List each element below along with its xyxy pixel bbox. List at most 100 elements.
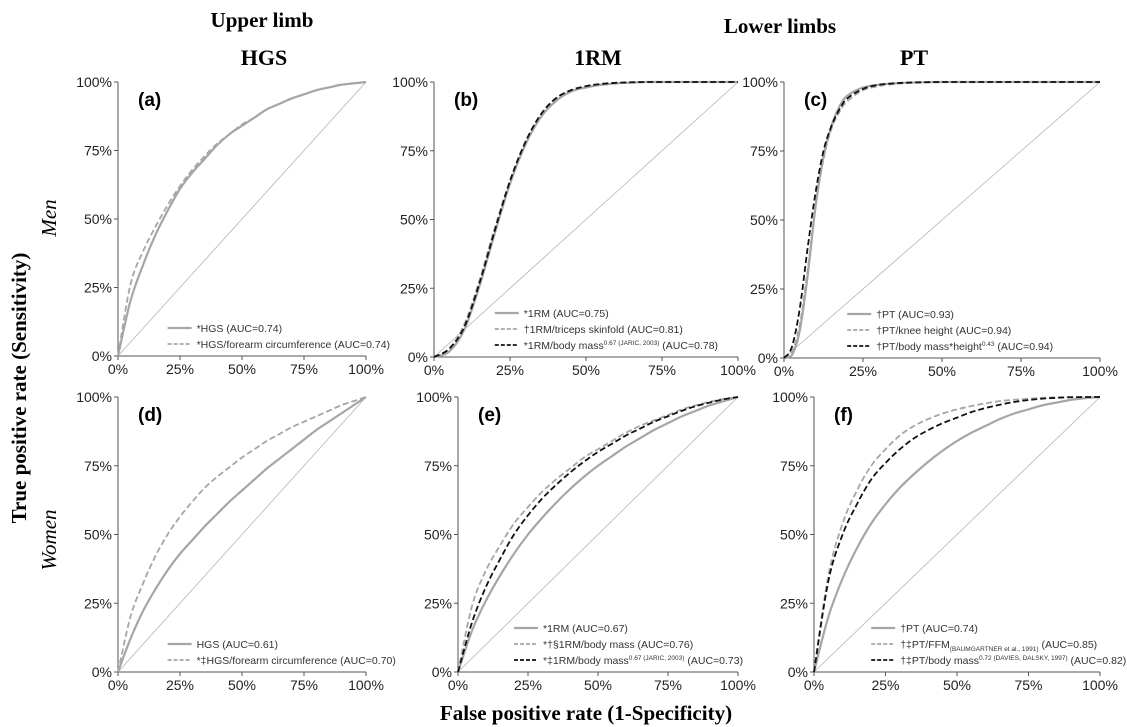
panel-label: (f)	[834, 405, 853, 426]
panel-label: (c)	[804, 90, 827, 111]
header-pt: PT	[900, 45, 928, 70]
y-tick-label: 0%	[408, 349, 428, 365]
y-tick-label: 0%	[788, 664, 808, 680]
x-tick-label: 100%	[1082, 677, 1118, 693]
legend-entry: *1RM (AUC=0.75)	[524, 308, 609, 320]
x-tick-label: 25%	[871, 677, 899, 693]
panel-label: (a)	[138, 90, 161, 111]
legend-entry: †PT (AUC=0.93)	[876, 309, 954, 321]
y-tick-label: 75%	[400, 143, 428, 159]
x-tick-label: 25%	[849, 363, 877, 379]
x-tick-label: 75%	[648, 362, 676, 378]
x-tick-label: 50%	[572, 362, 600, 378]
y-tick-label: 50%	[780, 527, 808, 543]
panel-d: 0% 25% 50% 75% 100% 0% 25% 50% 75% 100% (d) HGS (AU…	[76, 389, 396, 693]
roc-curve-dashed-black	[457, 396, 739, 673]
panel-a: 0% 25% 50% 75% 100% 0% 25% 50% 75% 100% (a) *HGS (A…	[76, 74, 390, 377]
x-tick-label: 75%	[654, 677, 682, 693]
y-tick-label: 25%	[84, 595, 112, 611]
y-tick-label: 50%	[84, 527, 112, 543]
x-tick-label: 100%	[348, 677, 384, 693]
x-tick-label: 0%	[108, 361, 128, 377]
x-tick-label: 100%	[720, 677, 756, 693]
panel-f: 0% 25% 50% 75% 100% 0% 25% 50% 75% 100% (f) †PT (AU…	[772, 389, 1126, 693]
y-tick-label: 100%	[416, 389, 452, 405]
roc-curve-dashed-gray	[117, 396, 367, 673]
y-tick-label: 100%	[76, 389, 112, 405]
x-tick-label: 25%	[514, 677, 542, 693]
x-tick-label: 75%	[1007, 363, 1035, 379]
legend-entry: *‡HGS/forearm circumference (AUC=0.70)	[197, 655, 396, 667]
y-axis-label: True positive rate (Sensitivity)	[7, 253, 31, 524]
header-upper-limb: Upper limb	[211, 8, 314, 32]
y-tick-label: 0%	[432, 664, 452, 680]
x-tick-label: 100%	[1082, 363, 1118, 379]
legend-entry: *‡1RM/body mass0.67 (JARIC, 2003) (AUC=0…	[543, 655, 743, 667]
panel-label: (d)	[138, 405, 162, 426]
y-tick-label: 75%	[84, 143, 112, 159]
y-tick-label: 75%	[750, 143, 778, 159]
header-lower-limbs: Lower limbs	[724, 14, 836, 38]
y-tick-label: 25%	[424, 595, 452, 611]
roc-curve-solid-gray	[116, 396, 367, 673]
x-tick-label: 75%	[290, 677, 318, 693]
legend-entry: †‡PT/FFM(BAUMGARTNER et al., 1991) (AUC=…	[900, 639, 1097, 653]
legend-entry: HGS (AUC=0.61)	[197, 639, 278, 651]
roc-curve-solid-gray	[783, 80, 1100, 360]
panel-label: (e)	[478, 405, 501, 426]
x-tick-label: 50%	[943, 677, 971, 693]
header-1rm: 1RM	[574, 45, 622, 70]
legend-entry: †1RM/triceps skinfold (AUC=0.81)	[524, 324, 683, 336]
roc-curve-dashed-gray	[457, 396, 739, 673]
reference-diagonal	[457, 396, 739, 673]
y-tick-label: 50%	[424, 527, 452, 543]
panel-b: 0% 25% 50% 75% 100% 0% 25% 50% 75% 100% (b) *1RM (A…	[392, 74, 756, 378]
y-tick-label: 100%	[772, 389, 808, 405]
x-tick-label: 75%	[1014, 677, 1042, 693]
roc-curve-dashed-black	[433, 81, 738, 358]
x-axis-label: False positive rate (1-Specificity)	[440, 701, 732, 725]
x-tick-label: 75%	[290, 361, 318, 377]
roc-curve-dashed-gray	[783, 81, 1100, 359]
roc-curve-dashed-gray	[117, 81, 367, 357]
legend-entry: †‡PT/body mass0.72 (DAVIES, DALSKY, 1997…	[900, 655, 1126, 667]
roc-curve-solid-gray	[456, 395, 739, 673]
x-tick-label: 50%	[228, 677, 256, 693]
roc-curve-dashed-black	[783, 81, 1100, 359]
panel-c: 0% 25% 50% 75% 100% 0% 25% 50% 75% 100% (c) †PT (AU…	[742, 74, 1118, 379]
header-hgs: HGS	[241, 45, 287, 70]
x-tick-label: 50%	[584, 677, 612, 693]
y-tick-label: 50%	[400, 212, 428, 228]
legend-entry: *1RM/body mass0.67 (JARIC, 2003) (AUC=0.…	[524, 340, 718, 352]
legend-entry: *HGS/forearm circumference (AUC=0.74)	[197, 339, 390, 351]
x-tick-label: 0%	[108, 677, 128, 693]
x-tick-label: 100%	[720, 362, 756, 378]
reference-diagonal	[433, 81, 739, 358]
panel-label: (b)	[454, 90, 478, 111]
y-tick-label: 0%	[92, 664, 112, 680]
reference-diagonal	[117, 81, 367, 357]
reference-diagonal	[783, 81, 1101, 359]
y-tick-label: 25%	[84, 280, 112, 296]
y-tick-label: 100%	[742, 74, 778, 90]
x-tick-label: 0%	[448, 677, 468, 693]
row-label-men: Men	[37, 199, 61, 237]
legend-entry: *1RM (AUC=0.67)	[543, 623, 628, 635]
panel-e: 0% 25% 50% 75% 100% 0% 25% 50% 75% 100% (e) *1RM (A…	[416, 389, 756, 693]
row-label-women: Women	[37, 509, 61, 570]
y-tick-label: 100%	[76, 74, 112, 90]
y-tick-label: 0%	[758, 350, 778, 366]
y-tick-label: 75%	[780, 458, 808, 474]
y-tick-label: 25%	[750, 281, 778, 297]
y-tick-label: 75%	[424, 458, 452, 474]
y-tick-label: 25%	[400, 280, 428, 296]
x-tick-label: 25%	[166, 361, 194, 377]
y-tick-label: 25%	[780, 595, 808, 611]
roc-curve-dashed-black	[813, 396, 1100, 673]
legend-entry: *HGS (AUC=0.74)	[197, 323, 283, 335]
legend-entry: *†§1RM/body mass (AUC=0.76)	[543, 639, 693, 651]
x-tick-label: 0%	[774, 363, 794, 379]
reference-diagonal	[117, 396, 367, 673]
legend-entry: †PT/body mass*height0.43 (AUC=0.94)	[876, 341, 1053, 353]
x-tick-label: 100%	[348, 361, 384, 377]
